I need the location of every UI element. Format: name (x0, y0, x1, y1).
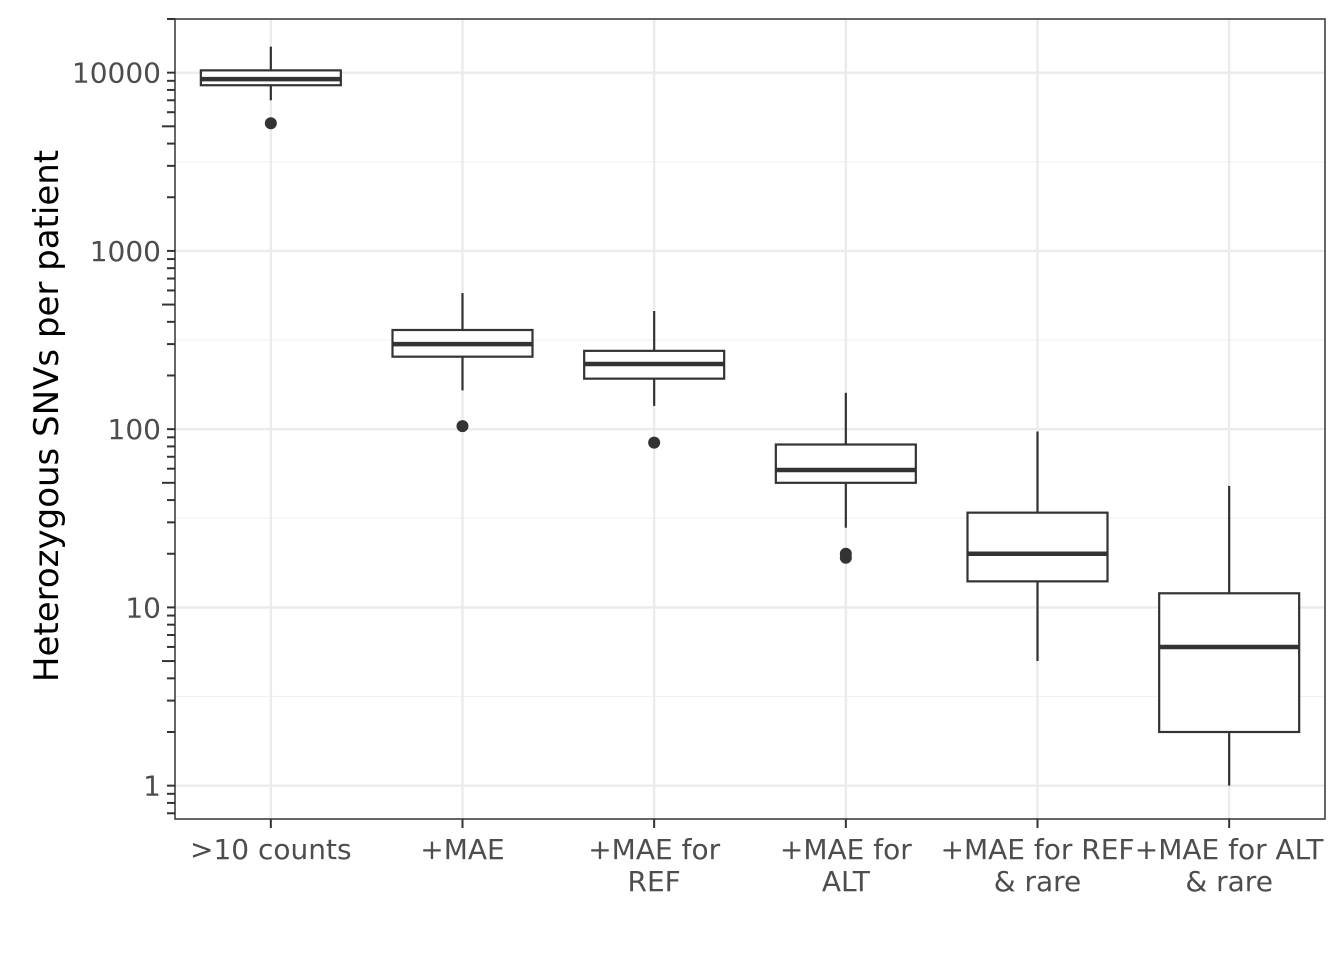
boxes (199, 46, 1301, 786)
box-group (774, 392, 917, 564)
x-tick-label-line: REF (628, 865, 681, 898)
x-tick-label-line: +MAE (420, 833, 504, 866)
x-tick-label-line: +MAE for (588, 833, 720, 866)
x-tick-label-line: >10 counts (190, 833, 352, 866)
y-axis-title: Heterozygous SNVs per patient (27, 150, 67, 682)
x-tick-label-line: +MAE for REF (940, 833, 1134, 866)
x-tick-label: +MAE for ALT (780, 833, 912, 898)
x-tick-label: +MAE for ALT & rare (1135, 833, 1325, 898)
box-group (583, 311, 726, 449)
box-iqr (966, 511, 1109, 583)
y-axis: 1 10 100 1000 10000 (72, 18, 175, 815)
y-tick-label: 1000 (90, 235, 161, 268)
panel-border (174, 18, 1326, 820)
y-tick-label: 10000 (72, 57, 161, 90)
box-group (1158, 485, 1301, 786)
x-tick-label-line: +MAE for (780, 833, 912, 866)
x-tick-label-line: & rare (994, 865, 1082, 898)
x-tick-label: +MAE for REF (588, 833, 720, 898)
box-group (391, 293, 534, 433)
box-group (199, 46, 342, 130)
outlier-point (839, 547, 852, 560)
outlier-point (264, 117, 277, 130)
x-tick-label: >10 counts (190, 833, 352, 866)
y-tick-label: 100 (108, 413, 161, 446)
x-tick-label: +MAE for REF & rare (940, 833, 1134, 898)
box-iqr (774, 443, 917, 484)
x-tick-label-line: & rare (1185, 865, 1273, 898)
outlier-point (456, 420, 469, 433)
box-group (966, 431, 1109, 662)
box-iqr (1158, 592, 1301, 734)
x-tick-label-line: ALT (822, 865, 871, 898)
x-axis: >10 counts +MAE +MAE for REF+MAE for ALT+MAE… (190, 819, 1324, 898)
outlier-point (648, 436, 661, 449)
y-tick-label: 1 (143, 770, 161, 803)
x-tick-label-line: +MAE for ALT (1135, 833, 1325, 866)
x-tick-label: +MAE (420, 833, 504, 866)
y-tick-label: 10 (125, 591, 161, 624)
